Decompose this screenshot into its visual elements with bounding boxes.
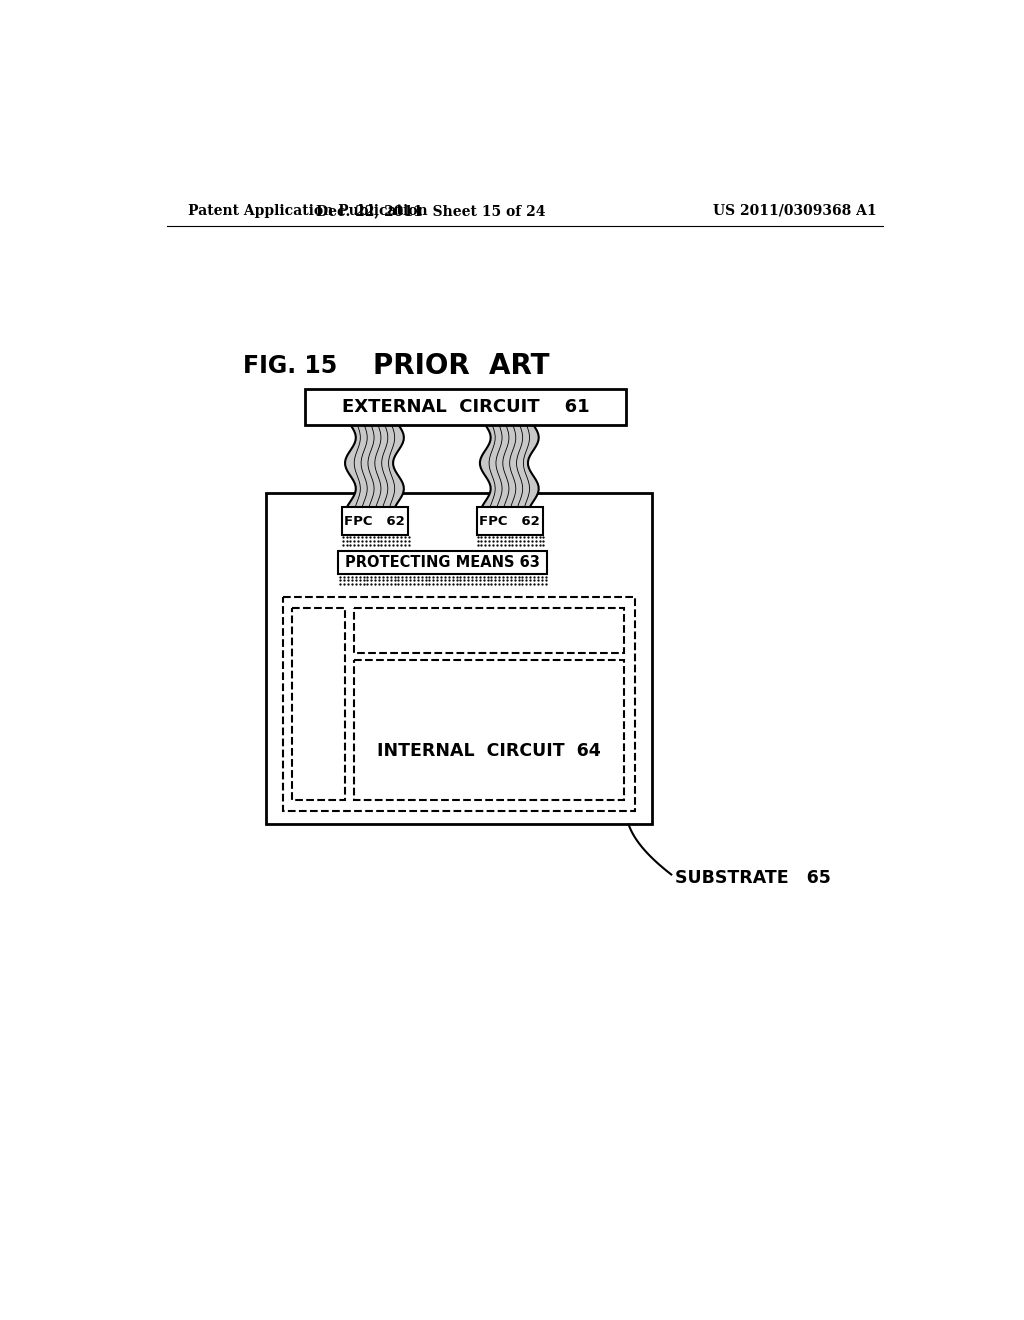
Polygon shape <box>345 425 403 515</box>
Text: Dec. 22, 2011  Sheet 15 of 24: Dec. 22, 2011 Sheet 15 of 24 <box>315 203 545 218</box>
Bar <box>342 507 408 535</box>
Text: PROTECTING MEANS 63: PROTECTING MEANS 63 <box>345 556 540 570</box>
Text: INTERNAL  CIRCUIT  64: INTERNAL CIRCUIT 64 <box>377 742 601 760</box>
Bar <box>266 494 652 825</box>
Bar <box>292 609 345 800</box>
Text: EXTERNAL  CIRCUIT    61: EXTERNAL CIRCUIT 61 <box>342 399 590 416</box>
Text: FPC   62: FPC 62 <box>479 515 540 528</box>
Text: Patent Application Publication: Patent Application Publication <box>188 203 428 218</box>
Bar <box>283 597 635 810</box>
Bar <box>305 389 627 425</box>
Text: FPC   62: FPC 62 <box>344 515 406 528</box>
Bar <box>338 552 547 574</box>
Text: FIG. 15: FIG. 15 <box>243 354 337 379</box>
Text: US 2011/0309368 A1: US 2011/0309368 A1 <box>713 203 877 218</box>
Text: SUBSTRATE   65: SUBSTRATE 65 <box>675 870 831 887</box>
Text: PRIOR  ART: PRIOR ART <box>373 352 550 380</box>
Bar <box>477 507 543 535</box>
Bar <box>354 609 624 653</box>
Polygon shape <box>480 425 539 515</box>
Bar <box>354 660 624 800</box>
